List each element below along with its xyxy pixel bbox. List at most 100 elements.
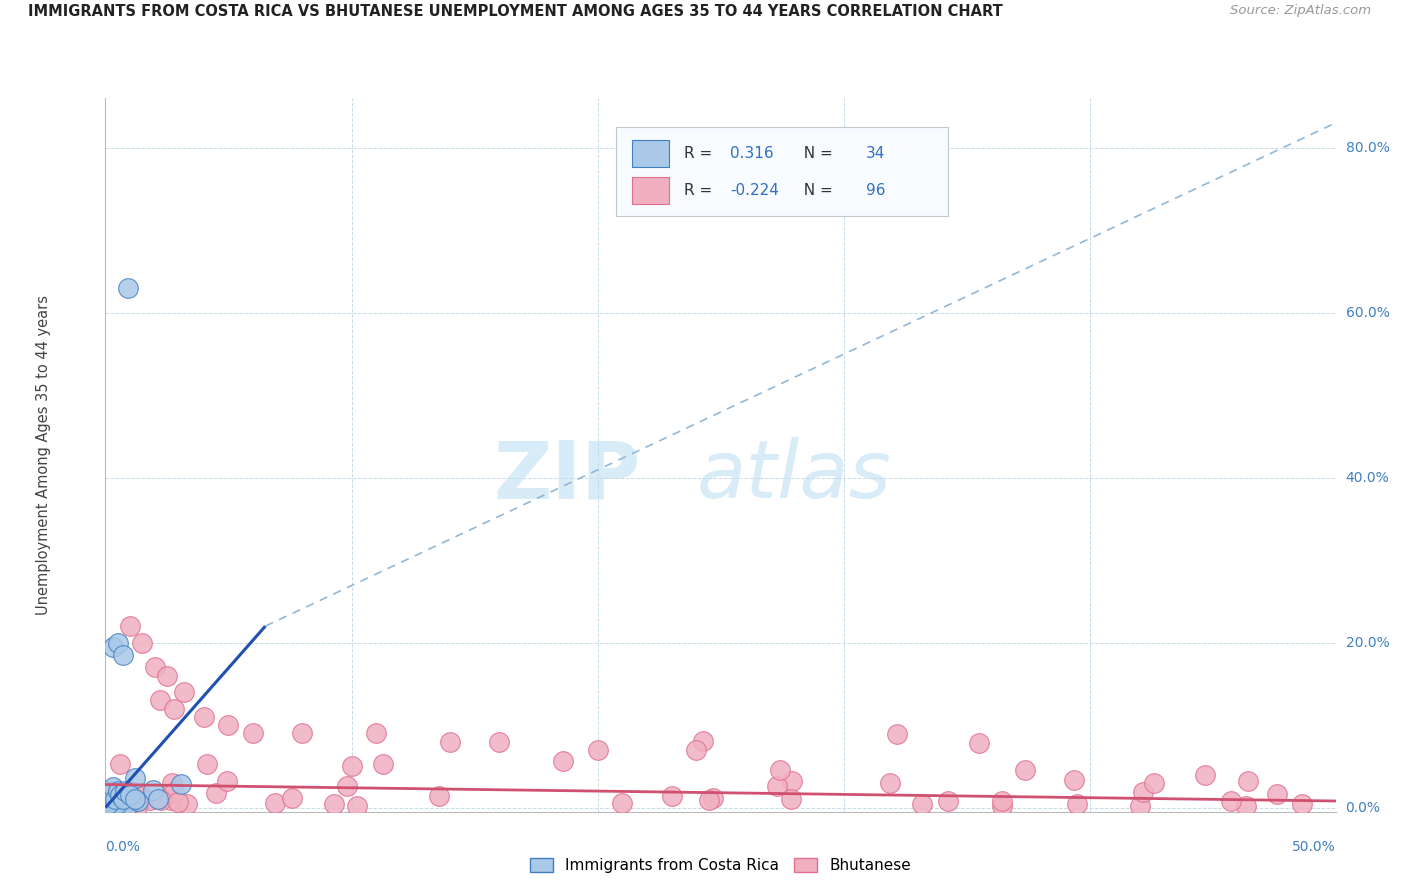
- Text: 60.0%: 60.0%: [1346, 306, 1389, 319]
- Point: [124, 792, 146, 806]
- Point: [108, 756, 131, 771]
- Point: [97, 784, 120, 798]
- FancyBboxPatch shape: [616, 127, 948, 216]
- Point: [101, 797, 124, 812]
- Point: [111, 793, 134, 807]
- Point: [142, 782, 165, 797]
- Point: [97, 794, 120, 808]
- Point: [218, 718, 240, 732]
- Point: [111, 796, 134, 810]
- Point: [97, 797, 120, 812]
- Point: [340, 759, 363, 773]
- Point: [97, 785, 120, 799]
- Point: [217, 773, 239, 788]
- Point: [124, 771, 146, 785]
- Point: [108, 794, 131, 808]
- Point: [967, 736, 990, 750]
- Point: [166, 795, 188, 809]
- Point: [110, 786, 132, 800]
- Point: [120, 793, 142, 807]
- Point: [661, 789, 683, 804]
- Point: [105, 799, 128, 814]
- Point: [879, 776, 901, 790]
- Point: [97, 797, 120, 812]
- Point: [127, 794, 149, 808]
- Point: [101, 797, 124, 811]
- Point: [120, 789, 141, 803]
- Point: [1194, 767, 1216, 781]
- Point: [110, 789, 132, 803]
- Point: [281, 791, 304, 805]
- Point: [118, 797, 141, 812]
- Point: [97, 797, 120, 811]
- Point: [108, 793, 131, 807]
- Point: [111, 792, 134, 806]
- Point: [169, 777, 191, 791]
- Point: [335, 779, 357, 793]
- Point: [197, 756, 219, 771]
- Point: [346, 799, 368, 814]
- Point: [163, 701, 186, 715]
- Point: [146, 792, 169, 806]
- Point: [101, 640, 124, 654]
- Point: [117, 281, 139, 295]
- Point: [936, 794, 959, 808]
- Point: [104, 795, 127, 809]
- Point: [101, 799, 124, 814]
- Point: [120, 619, 141, 633]
- Point: [610, 796, 633, 810]
- Text: IMMIGRANTS FROM COSTA RICA VS BHUTANESE UNEMPLOYMENT AMONG AGES 35 TO 44 YEARS C: IMMIGRANTS FROM COSTA RICA VS BHUTANESE …: [28, 4, 1002, 20]
- Point: [114, 784, 136, 798]
- Text: 0.0%: 0.0%: [105, 840, 141, 855]
- Text: ZIP: ZIP: [494, 437, 641, 516]
- Point: [117, 798, 139, 813]
- Text: R =: R =: [683, 146, 717, 161]
- Point: [111, 648, 134, 662]
- Point: [107, 798, 129, 813]
- Point: [886, 727, 908, 741]
- Point: [97, 799, 120, 814]
- Point: [990, 793, 1012, 807]
- Text: 50.0%: 50.0%: [1292, 840, 1336, 855]
- Point: [1237, 773, 1260, 788]
- Point: [692, 734, 714, 748]
- Point: [104, 797, 127, 811]
- Text: N =: N =: [794, 146, 838, 161]
- Text: 80.0%: 80.0%: [1346, 141, 1389, 154]
- Point: [104, 796, 127, 810]
- Point: [104, 792, 127, 806]
- Point: [366, 726, 388, 740]
- Point: [291, 726, 314, 740]
- Point: [586, 743, 609, 757]
- Point: [149, 792, 172, 806]
- Point: [103, 786, 125, 800]
- Point: [156, 668, 179, 682]
- Point: [427, 789, 450, 803]
- Point: [125, 791, 148, 805]
- Point: [173, 685, 195, 699]
- Point: [105, 797, 128, 812]
- Text: 0.0%: 0.0%: [1346, 801, 1381, 814]
- Text: atlas: atlas: [697, 437, 891, 516]
- Point: [101, 780, 124, 794]
- Text: Unemployment Among Ages 35 to 44 years: Unemployment Among Ages 35 to 44 years: [37, 295, 52, 615]
- Point: [242, 726, 264, 740]
- Point: [131, 635, 153, 649]
- Point: [160, 793, 183, 807]
- FancyBboxPatch shape: [633, 178, 669, 204]
- Point: [143, 660, 166, 674]
- Point: [98, 789, 122, 803]
- Point: [204, 786, 226, 800]
- Point: [105, 797, 128, 811]
- Point: [439, 734, 461, 748]
- Point: [264, 796, 287, 810]
- Point: [98, 789, 121, 804]
- Point: [118, 783, 141, 797]
- Point: [108, 789, 131, 804]
- Text: 20.0%: 20.0%: [1346, 636, 1389, 649]
- Point: [685, 743, 707, 757]
- Point: [131, 793, 153, 807]
- Text: 40.0%: 40.0%: [1346, 471, 1389, 484]
- Point: [163, 785, 186, 799]
- Point: [176, 797, 198, 812]
